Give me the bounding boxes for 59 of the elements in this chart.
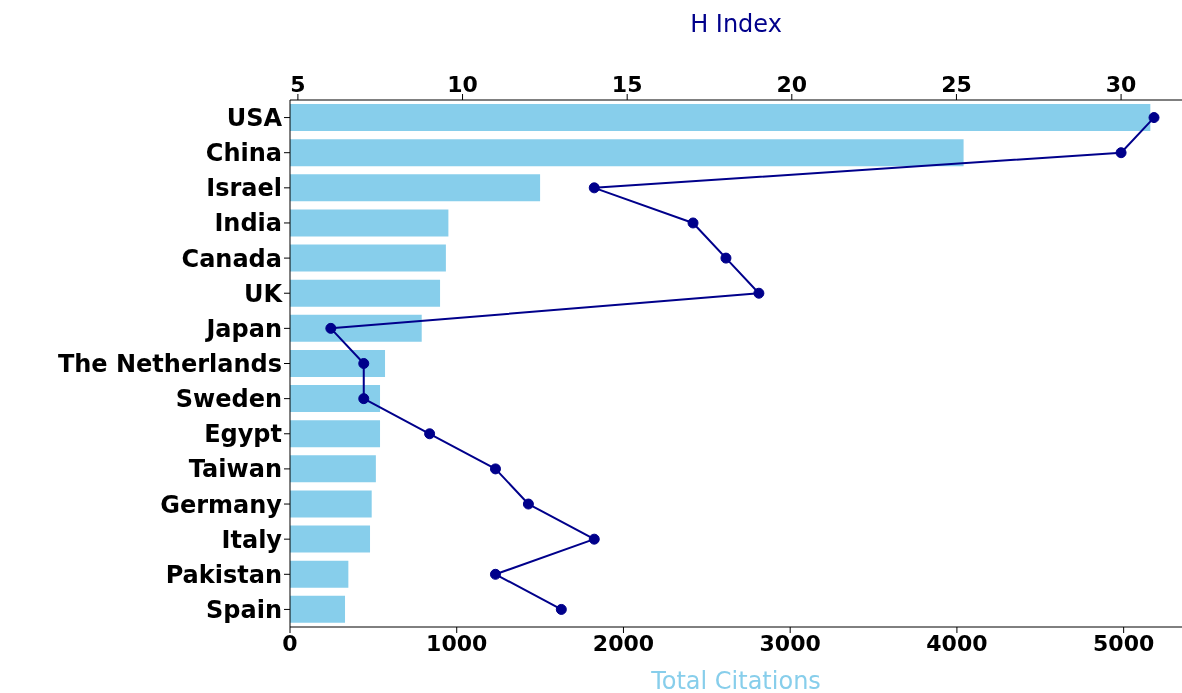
point xyxy=(753,287,765,299)
y-tick-label: Israel xyxy=(206,174,282,203)
y-tick-label: Italy xyxy=(221,525,283,554)
x2-tick-label: 25 xyxy=(941,72,972,97)
y-tick-label: Germany xyxy=(160,490,283,519)
point xyxy=(489,568,501,580)
x-tick-label: 5000 xyxy=(1093,630,1155,656)
y-tick-label: Spain xyxy=(206,595,282,624)
bar xyxy=(290,209,449,237)
x2-tick-label: 10 xyxy=(447,72,478,97)
bar xyxy=(290,314,422,342)
y-tick-label: USA xyxy=(226,104,283,133)
x-tick-label: 0 xyxy=(282,630,298,656)
x-tick-label: 1000 xyxy=(426,630,488,656)
y-tick-label: Egypt xyxy=(204,420,282,449)
y-tick-label: Sweden xyxy=(175,385,282,414)
bar xyxy=(290,455,376,483)
point xyxy=(720,252,732,264)
point xyxy=(588,533,600,545)
bar xyxy=(290,349,386,377)
y-tick-label: Japan xyxy=(204,314,282,343)
point xyxy=(358,393,370,405)
y-tick-label: Canada xyxy=(181,244,282,273)
point xyxy=(358,358,370,369)
point xyxy=(1148,112,1160,124)
bar xyxy=(290,560,349,588)
bar xyxy=(290,525,371,553)
point xyxy=(555,603,567,615)
bar xyxy=(290,595,346,623)
y-tick-label: Pakistan xyxy=(165,560,282,589)
x2-tick-label: 5 xyxy=(290,72,306,97)
point xyxy=(522,498,534,510)
y-tick-label: UK xyxy=(243,279,284,308)
x-tick-label: 4000 xyxy=(926,630,988,656)
bar xyxy=(290,420,381,448)
x-tick-label: 2000 xyxy=(592,630,655,656)
point xyxy=(1115,147,1127,159)
bar xyxy=(290,244,446,272)
bar xyxy=(290,104,1151,131)
y-tick-label: The Netherlands xyxy=(57,350,282,379)
point xyxy=(687,217,699,229)
point xyxy=(325,322,337,334)
x2-tick-label: 30 xyxy=(1105,72,1137,97)
y-tick-label: India xyxy=(214,209,282,238)
bar xyxy=(290,174,541,202)
point xyxy=(424,428,436,440)
point xyxy=(489,463,501,475)
x2-axis-title: H Index xyxy=(690,10,782,39)
bar xyxy=(290,279,441,307)
y-tick-label: Taiwan xyxy=(188,455,282,484)
bar xyxy=(290,139,964,167)
bar xyxy=(290,385,381,413)
bar xyxy=(290,490,372,518)
x-tick-label: 3000 xyxy=(759,630,821,656)
x-axis-title: Total Citations xyxy=(650,667,821,693)
point xyxy=(588,182,600,194)
x2-tick-label: 20 xyxy=(776,72,808,97)
y-tick-label: China xyxy=(205,139,282,168)
x2-tick-label: 15 xyxy=(611,72,643,97)
